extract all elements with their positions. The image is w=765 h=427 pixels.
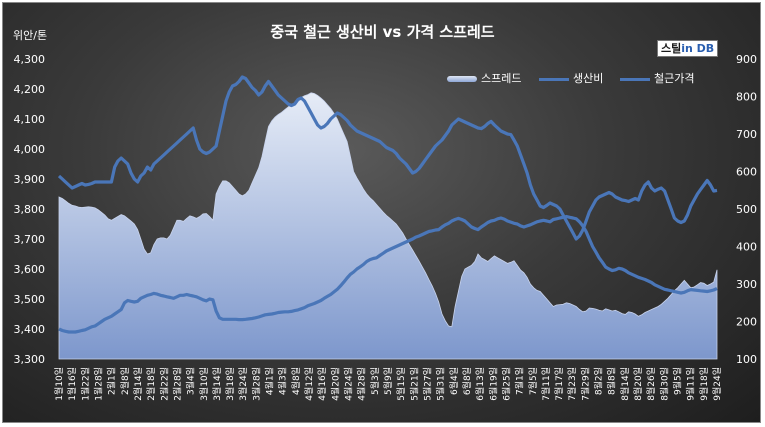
x-tick-label: 8월20일 (632, 367, 644, 401)
x-tick-label: 2월28일 (171, 367, 183, 401)
right-tick-label: 600 (736, 166, 757, 179)
x-tick-label: 8월2일 (593, 367, 605, 395)
x-tick-label: 3월24일 (237, 367, 249, 401)
x-tick-label: 2월22일 (158, 367, 170, 401)
x-tick-label: 6월8일 (461, 367, 473, 395)
x-tick-label: 5월9일 (382, 367, 394, 395)
x-tick-label: 7월11일 (540, 367, 552, 401)
x-tick-label: 2월1일 (106, 367, 118, 395)
x-tick-label: 5월21일 (408, 367, 420, 401)
chart-svg: 3,300 3,400 3,500 3,600 3,700 3,800 3,900 4,000… (14, 53, 758, 401)
x-tick-label: 7월17일 (553, 367, 565, 401)
legend-price: 철근가격 (620, 70, 694, 86)
right-tick-label: 100 (736, 353, 757, 366)
x-tick-label: 9월11일 (685, 367, 697, 401)
x-tick-label: 9월5일 (672, 367, 684, 395)
right-tick-label: 700 (736, 128, 757, 141)
x-tick-label: 8월26일 (645, 367, 657, 401)
left-tick-label: 3,900 (14, 173, 46, 186)
series-spread-area (58, 92, 718, 360)
x-tick-label: 1월16일 (66, 367, 78, 401)
right-tick-label: 400 (736, 241, 757, 254)
x-tick-label: 5월27일 (422, 367, 434, 401)
legend-spread-swatch (447, 76, 477, 82)
x-tick-label: 2월8일 (119, 367, 131, 395)
x-tick-label: 6월4일 (448, 367, 460, 395)
x-tick-label: 4월8일 (290, 367, 302, 395)
x-tick-label: 4월28일 (356, 367, 368, 401)
x-tick-label: 2월18일 (145, 367, 157, 401)
left-tick-label: 3,300 (14, 353, 46, 366)
x-tick-label: 3월4일 (185, 367, 197, 395)
x-tick-label: 1월28일 (93, 367, 105, 401)
x-tick-label: 7월23일 (566, 367, 578, 401)
x-tick-label: 4월3일 (277, 367, 289, 395)
right-tick-label: 300 (736, 278, 757, 291)
x-tick-label: 6월19일 (487, 367, 499, 401)
x-tick-label: 6월25일 (500, 367, 512, 401)
x-tick-label: 1월10일 (53, 367, 65, 401)
series-cost-line (58, 214, 718, 334)
x-tick-label: 9월24일 (711, 367, 723, 401)
left-tick-label: 3,700 (14, 233, 46, 246)
x-tick-label: 1월22일 (79, 367, 91, 401)
left-tick-label: 4,000 (14, 143, 46, 156)
right-tick-label: 800 (736, 91, 757, 104)
x-tick-label: 4월12일 (303, 367, 315, 401)
x-tick-label: 4월24일 (343, 367, 355, 401)
x-tick-label: 8월30일 (658, 367, 670, 401)
x-tick-label: 4월1일 (264, 367, 276, 395)
x-tick-label: 8월8일 (606, 367, 618, 395)
legend-spread: 스프레드 (447, 70, 521, 86)
chart-title: 중국 철근 생산비 vs 가격 스프레드 (270, 23, 495, 41)
x-tick-label: 5월3일 (369, 367, 381, 395)
x-tick-label: 8월14일 (619, 367, 631, 401)
left-tick-label: 3,800 (14, 203, 46, 216)
x-tick-label: 3월10일 (198, 367, 210, 401)
legend-cost-label: 생산비 (573, 72, 604, 85)
legend-price-label: 철근가격 (654, 72, 695, 85)
logo-part-2: in DB (681, 42, 715, 55)
left-tick-label: 3,600 (14, 263, 46, 276)
x-tick-label: 6월13일 (474, 367, 486, 401)
x-tick-label: 5월31일 (435, 367, 447, 401)
steelindb-logo: 스틸in DB (657, 40, 719, 57)
left-tick-label: 4,300 (14, 53, 46, 66)
x-tick-label: 7월1일 (514, 367, 526, 395)
left-tick-label: 4,200 (14, 83, 46, 96)
x-tick-label: 3월14일 (211, 367, 223, 401)
unit-label: 위안/톤 (13, 29, 48, 42)
x-tick-label: 3월18일 (224, 367, 236, 401)
chart-frame: 3,300 3,400 3,500 3,600 3,700 3,800 3,900 4,000… (2, 2, 761, 423)
left-tick-label: 3,400 (14, 323, 46, 336)
x-tick-label: 7월5일 (527, 367, 539, 395)
x-tick-label: 4월20일 (329, 367, 341, 401)
x-tick-label: 2월14일 (132, 367, 144, 401)
right-tick-label: 500 (736, 203, 757, 216)
series-price-line (57, 75, 718, 241)
legend-cost-swatch (539, 77, 569, 81)
x-tick-label: 7월29일 (579, 367, 591, 401)
left-tick-label: 4,100 (14, 113, 46, 126)
x-tick-label: 3월28일 (250, 367, 262, 401)
left-tick-label: 3,500 (14, 293, 46, 306)
x-tick-label: 4월16일 (316, 367, 328, 401)
right-tick-label: 900 (736, 53, 757, 66)
legend-spread-label: 스프레드 (481, 72, 522, 85)
legend-price-swatch (620, 77, 650, 81)
right-tick-label: 200 (736, 316, 757, 329)
logo-part-1: 스틸 (661, 42, 682, 55)
legend-cost: 생산비 (539, 70, 603, 86)
x-tick-label: 9월18일 (698, 367, 710, 401)
x-tick-label: 5월15일 (395, 367, 407, 401)
